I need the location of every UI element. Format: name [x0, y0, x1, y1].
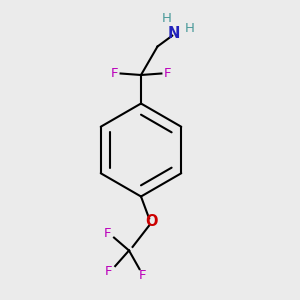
- Text: F: F: [139, 268, 146, 282]
- Text: F: F: [105, 265, 112, 278]
- Text: H: H: [185, 22, 194, 35]
- Text: H: H: [162, 12, 171, 25]
- Text: N: N: [168, 26, 180, 41]
- Text: F: F: [110, 67, 118, 80]
- Text: F: F: [164, 67, 172, 80]
- Text: O: O: [145, 214, 158, 230]
- Text: F: F: [103, 226, 111, 240]
